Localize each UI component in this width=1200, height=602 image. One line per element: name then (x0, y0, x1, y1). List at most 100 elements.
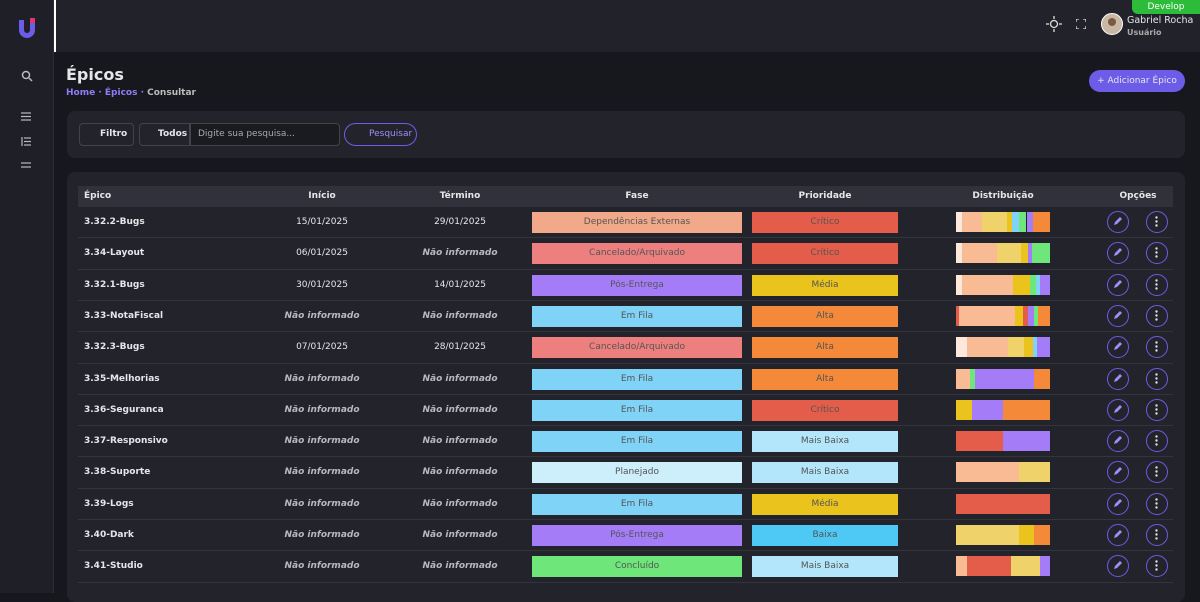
distribution-segment (966, 337, 1009, 358)
options-button[interactable] (1146, 367, 1168, 390)
options-button[interactable] (1146, 273, 1168, 296)
distribution-segment (971, 399, 1003, 420)
filter-button[interactable]: Filtro (79, 123, 134, 146)
phase: Cancelado/Arquivado (532, 337, 742, 359)
distribution-segment (956, 305, 960, 326)
options-button[interactable] (1146, 492, 1168, 515)
crumb[interactable]: Épicos (104, 88, 138, 98)
edit-button[interactable] (1107, 367, 1129, 390)
edit-button[interactable] (1107, 273, 1129, 296)
row-divider (78, 237, 1173, 239)
date: 14/01/2025 (434, 279, 486, 290)
column-header[interactable]: Início (308, 191, 336, 201)
distribution-segment (1021, 243, 1028, 264)
date: Não informado (422, 467, 498, 478)
edit-button[interactable] (1107, 304, 1129, 327)
crumb[interactable]: Home (66, 88, 96, 98)
distribution-segment (956, 431, 1003, 452)
edit-button[interactable] (1107, 492, 1129, 515)
distribution (956, 556, 1050, 577)
theme-toggle[interactable] (1046, 16, 1062, 32)
epic-name: 3.38-Suporte (84, 467, 151, 478)
edit-button[interactable] (1107, 398, 1129, 421)
menu-icons[interactable] (21, 111, 33, 171)
edit-button[interactable] (1107, 524, 1129, 546)
row-divider (78, 487, 1173, 489)
options-button[interactable] (1146, 242, 1168, 265)
search-icon[interactable] (21, 70, 33, 82)
row-divider (78, 519, 1173, 520)
distribution-segment (1003, 431, 1050, 452)
options-icon (1155, 497, 1158, 509)
epic-name: 3.32.3-Bugs (84, 342, 145, 353)
edit-button[interactable] (1107, 242, 1129, 265)
distribution-segment (956, 525, 1019, 545)
options-button[interactable] (1146, 555, 1168, 578)
column-header[interactable]: Prioridade (798, 191, 852, 201)
distribution-segment (1027, 305, 1034, 326)
phase: Em Fila (532, 368, 742, 390)
options-button[interactable] (1146, 304, 1168, 327)
date: Não informado (284, 530, 360, 540)
options-button[interactable] (1146, 336, 1168, 359)
options-icon (1155, 216, 1158, 227)
crumb: Consultar (147, 88, 196, 98)
distribution-segment (1032, 212, 1050, 232)
row-divider (78, 425, 1173, 427)
date: Não informado (422, 248, 498, 259)
fullscreen[interactable] (1076, 19, 1086, 29)
column-header[interactable]: Distribuição (972, 191, 1034, 201)
distribution-segment (1026, 212, 1033, 232)
distribution-segment (956, 493, 1050, 514)
distribution-segment (1037, 305, 1050, 326)
phase: Pós-Entrega (532, 525, 742, 546)
priority: Mais Baixa (752, 462, 898, 484)
column-header[interactable]: Término (439, 191, 481, 201)
distribution-segment (1032, 337, 1037, 358)
filter-card: Filtro Todos Digite sua pesquisa... Pesq… (67, 111, 1185, 158)
edit-button[interactable] (1107, 430, 1129, 453)
options-button[interactable] (1146, 524, 1168, 546)
date: Não informado (284, 467, 360, 478)
distribution-segment (996, 243, 1022, 264)
distribution (956, 243, 1050, 264)
search-input[interactable]: Digite sua pesquisa... (190, 123, 340, 146)
date: Não informado (422, 436, 498, 447)
options-button[interactable] (1146, 398, 1168, 421)
edit-button[interactable] (1107, 461, 1129, 484)
phase: Cancelado/Arquivado (532, 243, 742, 265)
add-button[interactable]: + Adicionar Épico (1089, 70, 1185, 92)
row-divider (78, 362, 1173, 364)
epic-name: 3.39-Logs (84, 498, 134, 509)
row-divider (78, 393, 1173, 395)
column-header[interactable]: Épico (84, 191, 112, 201)
phase: Em Fila (532, 431, 742, 453)
phase: Planejado (532, 462, 742, 484)
priority: Crítico (752, 399, 898, 421)
column-header[interactable]: Fase (625, 191, 649, 201)
date: Não informado (422, 530, 498, 540)
date: Não informado (284, 561, 360, 572)
priority: Mais Baixa (752, 556, 898, 578)
date: 07/01/2025 (296, 342, 348, 353)
avatar[interactable] (1101, 13, 1123, 35)
options-icon (1155, 529, 1158, 540)
distribution-segment (1008, 337, 1024, 358)
search-button[interactable]: Pesquisar (344, 123, 417, 146)
options-button[interactable] (1146, 211, 1168, 233)
edit-button[interactable] (1107, 336, 1129, 359)
distribution (956, 368, 1050, 389)
edit-icon (1114, 467, 1122, 476)
scope-select[interactable]: Todos (139, 123, 190, 146)
row-divider (78, 550, 1173, 552)
date: Não informado (284, 436, 360, 447)
edit-icon (1114, 436, 1122, 445)
edit-button[interactable] (1107, 211, 1129, 233)
phase: Pós-Entrega (532, 274, 742, 296)
priority: Alta (752, 305, 898, 327)
options-button[interactable] (1146, 461, 1168, 484)
distribution-segment (1018, 525, 1034, 545)
distribution-segment (1011, 556, 1040, 577)
edit-button[interactable] (1107, 555, 1129, 578)
options-button[interactable] (1146, 430, 1168, 453)
